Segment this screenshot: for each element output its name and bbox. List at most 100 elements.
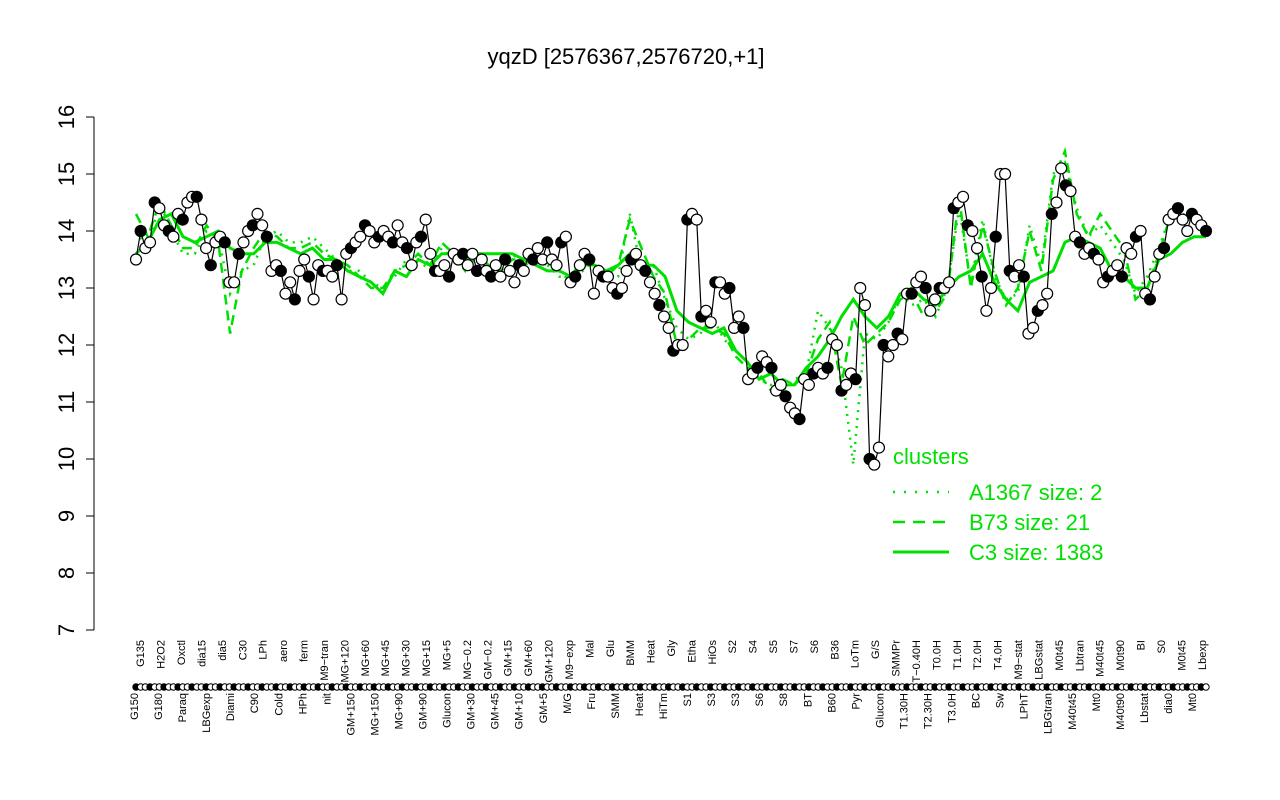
x-tick-label-top: BI [1136,640,1148,650]
x-tick-label-top: T4.0H [993,640,1005,670]
x-tick-label-bottom: Heat [634,693,646,716]
x-tick-label-top: MG+5 [441,640,453,670]
data-point [279,287,292,300]
legend-entry: A1367 size: 2 [969,480,1102,505]
data-point [1111,259,1124,272]
data-point [975,270,988,283]
data-point [821,361,834,374]
x-tick-label-top: GM+120 [544,640,556,683]
series-line-dotted [134,160,1207,465]
data-point [274,264,287,277]
y-tick-label: 10 [54,447,79,471]
data-point [1017,270,1030,283]
data-point [251,207,264,220]
x-tick-label-top: Oxctl [176,640,188,665]
x-tick-label-bottom: MG+90 [394,693,406,729]
x-tick-label-bottom: Sw [995,693,1007,708]
x-tick-label-top: MG+30 [401,640,413,676]
data-point [872,441,886,454]
x-tick-label-top: M9−exp [564,640,576,679]
x-tick-label-bottom: Mt0 [1187,693,1199,711]
series-layer [129,146,1213,471]
x-tick-label-bottom: SMM [610,693,622,719]
series-line-solid [134,211,1206,387]
data-point [550,259,563,272]
x-tick-label-top: T0.0H [931,640,943,670]
data-point [713,276,727,289]
data-point [998,167,1012,181]
x-tick-label-bottom: Diami [225,693,237,721]
x-tick-label-top: dia5 [217,640,229,661]
data-point [176,213,189,226]
data-point [326,270,339,283]
data-point [195,213,208,226]
data-point [1092,253,1105,266]
data-point [601,270,615,283]
data-point [298,253,311,266]
legend-title: clusters [893,444,969,469]
x-tick-label-top: M40t45 [1095,640,1107,677]
data-point [260,230,273,243]
data-point [615,281,629,295]
x-tick-label-bottom: T2.30H [922,693,934,729]
x-tick-label-bottom: Glucon [874,693,886,728]
x-tick-label-top: LBGstat [1033,640,1045,680]
x-tick-label-top: ferm [299,640,311,662]
x-tick-label-top: S7 [788,640,800,653]
x-tick-label-bottom: GM+30 [466,693,478,729]
x-tick-label-bottom: S3 [730,693,742,706]
x-tick-label-top: M0t45 [1176,640,1188,671]
x-tick-label-bottom: C90 [249,693,261,713]
data-point [569,270,582,283]
x-axis: G135 H2O2 Oxctl dia15 dia5 C30 LPh aero ferm M9−t… [129,639,1210,736]
x-tick-label-top: M9−stat [1013,640,1025,679]
data-point [1199,224,1213,238]
data-point [989,230,1002,243]
data-point [1171,202,1185,215]
data-point [199,242,213,255]
y-tick-label: 13 [54,276,79,300]
x-tick-label-top: Glu [605,640,617,657]
x-tick-label-top: MG−0.2 [462,640,474,679]
x-tick-label-top: Lbexp [1197,640,1209,670]
x-tick-label-top: G/S [870,640,882,659]
data-point [489,259,502,272]
data-point [335,293,348,306]
x-tick-label-top: GM+15 [503,640,515,676]
data-point [517,264,530,277]
data-point [237,236,250,249]
x-tick-label-top: SMMPr [891,640,903,677]
data-point [793,413,806,426]
x-tick-label-bottom: LBGtran [1043,693,1055,734]
x-tick-label-bottom: Paraq [177,693,189,722]
data-point [942,276,956,289]
data-point [966,224,979,238]
data-point [882,350,895,363]
x-tick-label-bottom: T3.0H [947,693,959,723]
x-tick-label-bottom: G150 [129,693,141,720]
data-point [204,259,217,272]
y-tick-label: 7 [54,624,79,636]
x-tick-label-top: Lbtran [1074,640,1086,671]
data-point [802,378,815,391]
x-tick-label-top: M9−tran [319,640,331,681]
data-point [400,242,414,255]
data-point [830,338,843,352]
x-tick-label-top: MG+45 [380,640,392,676]
data-point [391,219,404,232]
x-tick-label-bottom: Pyr [850,693,862,710]
data-point [704,316,717,329]
y-axis: 7 8 9 10 11 12 13 14 15 16 [54,105,95,636]
data-point [1064,185,1077,198]
data-point [466,247,479,260]
data-point [1073,236,1086,249]
x-tick-label-top: LoTm [850,640,862,668]
data-point [629,247,643,260]
x-tick-label-bottom: M40t90 [1115,693,1127,730]
x-tick-label-top: MG+60 [360,640,372,676]
data-point [1181,224,1194,238]
x-tick-label-bottom: S3 [706,693,718,706]
x-tick-label-top: MG+120 [339,640,351,683]
